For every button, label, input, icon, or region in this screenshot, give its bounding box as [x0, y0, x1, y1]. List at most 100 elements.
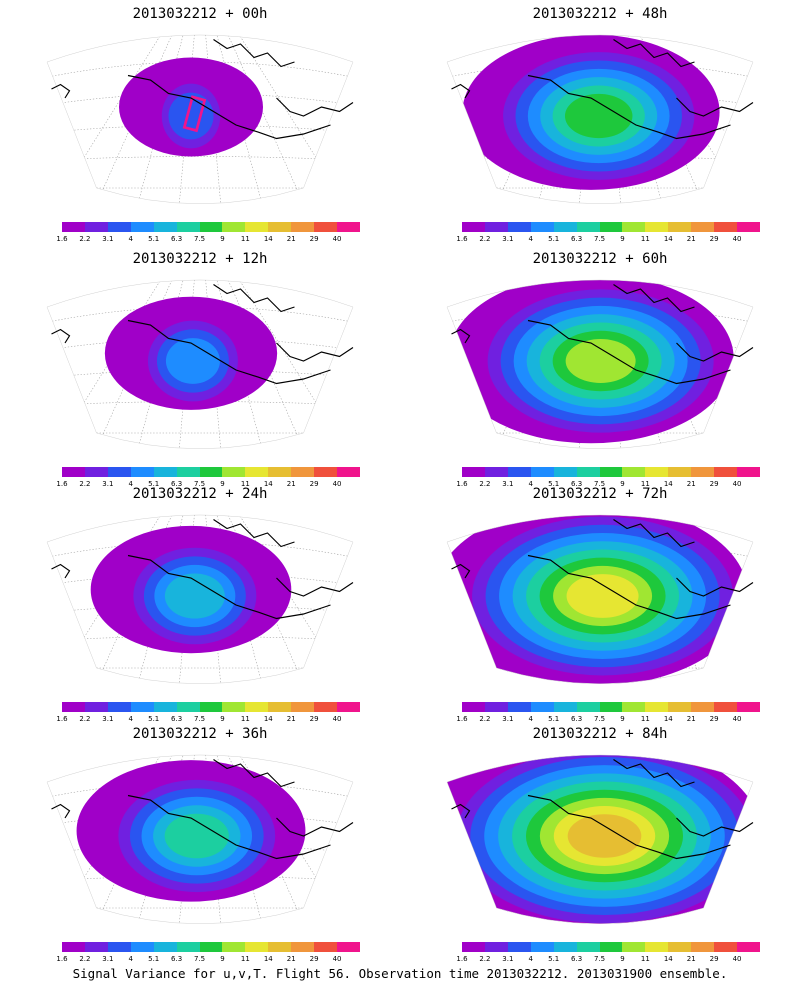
colorbar-tick-label: 1.6: [456, 955, 468, 963]
colorbar-tick-label: 5.1: [548, 235, 560, 243]
colorbar-tick-label: 3.1: [502, 715, 514, 723]
colorbar-swatch: [130, 942, 154, 952]
colorbar-swatch: [576, 702, 600, 712]
colorbar-tick-label: 21: [686, 235, 696, 243]
colorbar-tick-label: 6.3: [171, 480, 183, 488]
colorbar-tick-label: 40: [732, 715, 742, 723]
colorbar-swatch: [107, 702, 131, 712]
colorbar-tick-label: 1.6: [456, 480, 468, 488]
colorbar-tick-label: 7.5: [593, 715, 606, 723]
colorbar-swatch: [84, 942, 108, 952]
colorbar-tick-label: 1.6: [56, 955, 68, 963]
colorbar-swatch: [222, 702, 246, 712]
colorbar-tick-label: 11: [640, 235, 650, 243]
colorbar-swatch: [337, 942, 360, 952]
colorbar-labels: 1.6 2.2 3.1 4 5.1 6.3 7.5 9 11 14 21 29 40: [56, 715, 360, 725]
colorbar-tick-label: 5.1: [548, 480, 560, 488]
colorbar-swatch: [668, 467, 692, 477]
colorbar-tick-label: 9: [220, 480, 225, 488]
panel-title: 2013032212 + 72h: [532, 486, 668, 502]
colorbar-labels: 1.6 2.2 3.1 4 5.1 6.3 7.5 9 11 14 21 29 40: [56, 235, 360, 245]
colorbar-tick-label: 29: [309, 235, 319, 243]
colorbar-tick-label: 3.1: [502, 955, 514, 963]
colorbar-swatch: [714, 222, 738, 232]
colorbar-swatch: [645, 702, 669, 712]
colorbar-tick-label: 11: [640, 955, 650, 963]
colorbar-tick-label: 1.6: [56, 480, 68, 488]
colorbar-tick-label: 4: [128, 480, 133, 488]
colorbar-swatch: [691, 942, 715, 952]
colorbar-swatch: [62, 942, 85, 952]
map-border: [46, 279, 354, 449]
colorbar-swatch: [507, 702, 531, 712]
colorbar-swatch: [176, 467, 200, 477]
colorbar-swatch: [268, 942, 292, 952]
colorbar-tick-label: 3.1: [102, 715, 114, 723]
colorbar-tick-label: 9: [620, 480, 625, 488]
colorbar-tick-label: 7.5: [193, 715, 206, 723]
colorbar-swatch: [576, 467, 600, 477]
colorbar-swatch: [314, 222, 338, 232]
colorbar-tick-label: 29: [309, 955, 319, 963]
colorbar-tick-label: 9: [620, 235, 625, 243]
colorbar-swatch: [337, 467, 360, 477]
colorbar-swatch: [668, 702, 692, 712]
colorbar-tick-label: 2.2: [479, 955, 491, 963]
colorbar-tick-label: 6.3: [571, 715, 583, 723]
map-plot: [46, 754, 354, 924]
colorbar-swatch: [314, 942, 338, 952]
colorbar-tick-label: 5.1: [548, 715, 560, 723]
variance-field: [90, 525, 292, 654]
colorbar-swatch: [268, 702, 292, 712]
colorbar-swatch: [107, 467, 131, 477]
colorbar-swatch: [84, 222, 108, 232]
colorbar-tick-label: 21: [286, 480, 296, 488]
variance-field: [448, 280, 734, 444]
colorbar-tick-label: 3.1: [102, 235, 114, 243]
colorbar-swatch: [507, 222, 531, 232]
colorbar-swatch: [714, 942, 738, 952]
colorbar-tick-label: 11: [240, 235, 250, 243]
colorbar-swatch: [291, 467, 315, 477]
colorbar-swatch: [268, 467, 292, 477]
colorbar-labels: 1.6 2.2 3.1 4 5.1 6.3 7.5 9 11 14 21 29 40: [456, 955, 760, 965]
colorbar-tick-label: 1.6: [456, 715, 468, 723]
colorbar-tick-label: 3.1: [502, 480, 514, 488]
colorbar-tick-label: 7.5: [593, 480, 606, 488]
colorbar-swatch: [130, 702, 154, 712]
colorbar-tick-label: 2.2: [79, 715, 91, 723]
colorbar-swatch: [291, 942, 315, 952]
colorbar-swatch: [553, 702, 577, 712]
colorbar-tick-label: 40: [732, 480, 742, 488]
colorbar-swatch: [153, 467, 177, 477]
colorbar-swatch: [199, 702, 223, 712]
map-border: [446, 279, 754, 449]
colorbar-swatch: [62, 222, 85, 232]
colorbar-swatch: [622, 222, 646, 232]
panel-title: 2013032212 + 24h: [132, 486, 268, 502]
colorbar-tick-label: 14: [663, 955, 673, 963]
panel-title: 2013032212 + 84h: [532, 726, 668, 742]
colorbar-swatch: [553, 467, 577, 477]
colorbar-swatch: [645, 467, 669, 477]
colorbar-tick-label: 29: [709, 235, 719, 243]
colorbar-tick-label: 3.1: [102, 480, 114, 488]
map-plot: [46, 514, 354, 684]
colorbar: [62, 222, 360, 232]
map-plot: [46, 279, 354, 449]
colorbar-tick-label: 29: [709, 480, 719, 488]
colorbar-swatch: [245, 222, 269, 232]
map-plot: [446, 514, 754, 684]
colorbar-swatch: [691, 222, 715, 232]
colorbar-swatch: [84, 702, 108, 712]
colorbar-swatch: [737, 942, 760, 952]
colorbar-tick-label: 2.2: [79, 480, 91, 488]
colorbar-tick-label: 7.5: [593, 955, 606, 963]
variance-field: [462, 35, 720, 190]
colorbar-swatch: [222, 222, 246, 232]
colorbar-swatch: [484, 702, 508, 712]
panel-title: 2013032212 + 12h: [132, 251, 268, 267]
map-plot: [46, 34, 354, 204]
colorbar-tick-label: 4: [128, 235, 133, 243]
colorbar-swatch: [245, 467, 269, 477]
